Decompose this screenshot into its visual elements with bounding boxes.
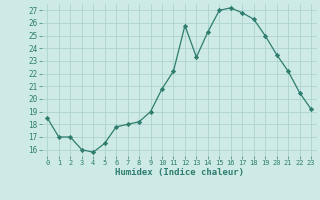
X-axis label: Humidex (Indice chaleur): Humidex (Indice chaleur) xyxy=(115,168,244,177)
